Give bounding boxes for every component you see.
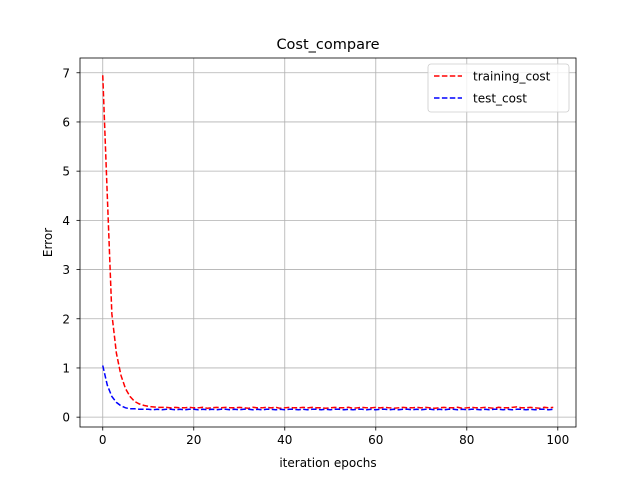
x-tick-label: 100 xyxy=(546,433,569,447)
x-tick-label: 40 xyxy=(277,433,292,447)
y-tick-label: 6 xyxy=(62,115,70,129)
y-tick-label: 5 xyxy=(62,165,70,179)
y-tick-label: 0 xyxy=(62,411,70,425)
plot-frame xyxy=(79,57,577,428)
x-axis-label: iteration epochs xyxy=(279,456,376,470)
legend: training_cost test_cost xyxy=(427,63,570,113)
y-tick-label: 2 xyxy=(62,312,70,326)
grid xyxy=(80,58,576,427)
y-tick-label: 7 xyxy=(62,66,70,80)
y-axis-label: Error xyxy=(41,228,55,257)
series-line-test-cost xyxy=(102,365,554,411)
x-tick-label: 80 xyxy=(459,433,474,447)
x-tick-label: 0 xyxy=(99,433,107,447)
series-group xyxy=(102,75,554,411)
y-tick-label: 1 xyxy=(62,361,70,375)
ticks: 0 20 40 60 80 100 0 1 2 3 4 5 6 7 xyxy=(62,66,569,447)
chart-title: Cost_compare xyxy=(276,37,379,53)
legend-box xyxy=(427,63,570,113)
y-tick-label: 3 xyxy=(62,263,70,277)
legend-label-test-cost: test_cost xyxy=(473,92,527,106)
legend-label-training-cost: training_cost xyxy=(473,70,551,84)
x-tick-label: 60 xyxy=(368,433,383,447)
x-tick-label: 20 xyxy=(186,433,201,447)
y-tick-label: 4 xyxy=(62,214,70,228)
series-line-training-cost xyxy=(102,75,554,410)
